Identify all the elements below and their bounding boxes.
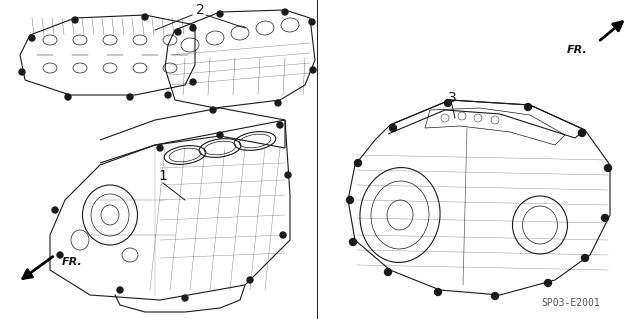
Text: SP03-E2001: SP03-E2001	[541, 298, 600, 308]
Circle shape	[390, 124, 397, 131]
Circle shape	[190, 25, 196, 31]
Circle shape	[142, 14, 148, 20]
Circle shape	[310, 67, 316, 73]
Circle shape	[602, 214, 609, 221]
Circle shape	[217, 132, 223, 138]
Circle shape	[385, 269, 392, 276]
Circle shape	[282, 9, 288, 15]
Circle shape	[355, 160, 362, 167]
Circle shape	[309, 19, 315, 25]
Circle shape	[165, 92, 171, 98]
Circle shape	[210, 107, 216, 113]
Circle shape	[175, 29, 181, 35]
Circle shape	[280, 232, 286, 238]
Circle shape	[605, 165, 611, 172]
Circle shape	[182, 295, 188, 301]
Text: 1: 1	[159, 169, 168, 183]
Circle shape	[19, 69, 25, 75]
Circle shape	[157, 145, 163, 151]
Circle shape	[247, 277, 253, 283]
Circle shape	[277, 122, 283, 128]
Circle shape	[579, 130, 586, 137]
Circle shape	[349, 239, 356, 246]
Circle shape	[445, 100, 451, 107]
Circle shape	[57, 252, 63, 258]
Circle shape	[435, 288, 442, 295]
Circle shape	[346, 197, 353, 204]
Circle shape	[117, 287, 123, 293]
Circle shape	[65, 94, 71, 100]
Circle shape	[492, 293, 499, 300]
Circle shape	[52, 207, 58, 213]
Circle shape	[582, 255, 589, 262]
Circle shape	[190, 79, 196, 85]
Circle shape	[217, 11, 223, 17]
Text: 2: 2	[196, 3, 204, 17]
Circle shape	[127, 94, 133, 100]
Circle shape	[525, 103, 531, 110]
Text: FR.: FR.	[567, 45, 588, 55]
Circle shape	[275, 100, 281, 106]
Text: FR.: FR.	[62, 257, 83, 267]
Circle shape	[285, 172, 291, 178]
Text: 3: 3	[447, 91, 456, 105]
Circle shape	[545, 279, 552, 286]
Circle shape	[72, 17, 78, 23]
Circle shape	[29, 35, 35, 41]
